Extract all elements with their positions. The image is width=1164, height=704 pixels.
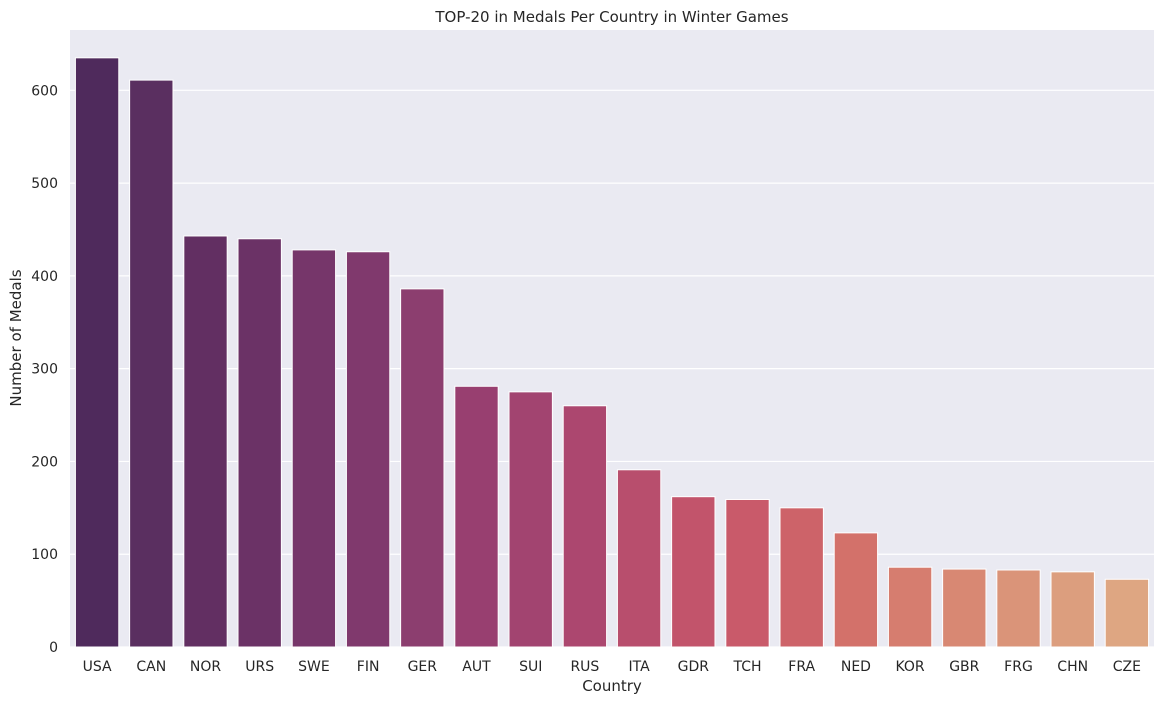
x-tick-label: CHN <box>1057 659 1088 675</box>
y-tick-label: 200 <box>31 454 58 470</box>
x-tick-label: GBR <box>949 659 979 675</box>
x-tick-label: SUI <box>519 659 542 675</box>
x-tick-label: ITA <box>629 659 651 675</box>
y-tick-labels: 0 100 200 300 400 500 600 <box>31 83 58 656</box>
bar-cze <box>1104 578 1150 648</box>
bar-can <box>129 79 174 648</box>
y-tick-label: 600 <box>31 83 58 99</box>
x-tick-label: USA <box>83 659 112 675</box>
y-tick-label: 500 <box>31 176 58 192</box>
bars <box>74 57 1150 648</box>
bar-urs <box>237 238 282 648</box>
bar-gbr <box>942 568 987 648</box>
chart-title: TOP-20 in Medals Per Country in Winter G… <box>434 8 788 26</box>
bar-tch <box>725 498 770 648</box>
bar-ned <box>833 532 879 648</box>
x-tick-label: RUS <box>570 659 599 675</box>
x-tick-label: URS <box>245 659 274 675</box>
y-tick-label: 100 <box>31 547 58 563</box>
bar-chn <box>1050 571 1095 648</box>
x-tick-label: NED <box>841 659 871 675</box>
x-tick-label: TCH <box>732 659 761 675</box>
y-tick-label: 400 <box>31 269 58 285</box>
x-tick-label: KOR <box>896 659 925 675</box>
bar-usa <box>74 57 120 648</box>
x-tick-label: FIN <box>357 659 380 675</box>
bar-kor <box>887 566 933 648</box>
x-tick-label: CAN <box>136 659 166 675</box>
bar-aut <box>454 385 499 648</box>
x-tick-labels: USA CAN NOR URS SWE FIN GER AUT SUI RUS ITA GDR TCH F… <box>83 659 1141 675</box>
bar-gdr <box>671 496 716 648</box>
x-tick-label: GDR <box>678 659 710 675</box>
x-tick-label: AUT <box>462 659 491 675</box>
bar-fra <box>779 507 824 648</box>
bar-frg <box>996 569 1041 648</box>
x-tick-label: FRA <box>788 659 815 675</box>
x-tick-label: FRG <box>1004 659 1033 675</box>
bar-fin <box>345 251 391 648</box>
bar-ger <box>400 288 445 648</box>
y-tick-label: 0 <box>49 640 58 656</box>
x-tick-label: GER <box>408 659 438 675</box>
x-tick-label: NOR <box>190 659 221 675</box>
bar-swe <box>291 249 337 648</box>
y-tick-label: 300 <box>31 362 58 378</box>
x-tick-label: CZE <box>1113 659 1141 675</box>
bar-ita <box>616 469 662 648</box>
x-axis-title: Country <box>582 677 642 695</box>
bar-sui <box>508 391 553 648</box>
x-tick-label: SWE <box>298 659 330 675</box>
y-axis-title: Number of Medals <box>7 269 25 406</box>
bar-nor <box>183 235 228 648</box>
bar-rus <box>562 405 608 648</box>
